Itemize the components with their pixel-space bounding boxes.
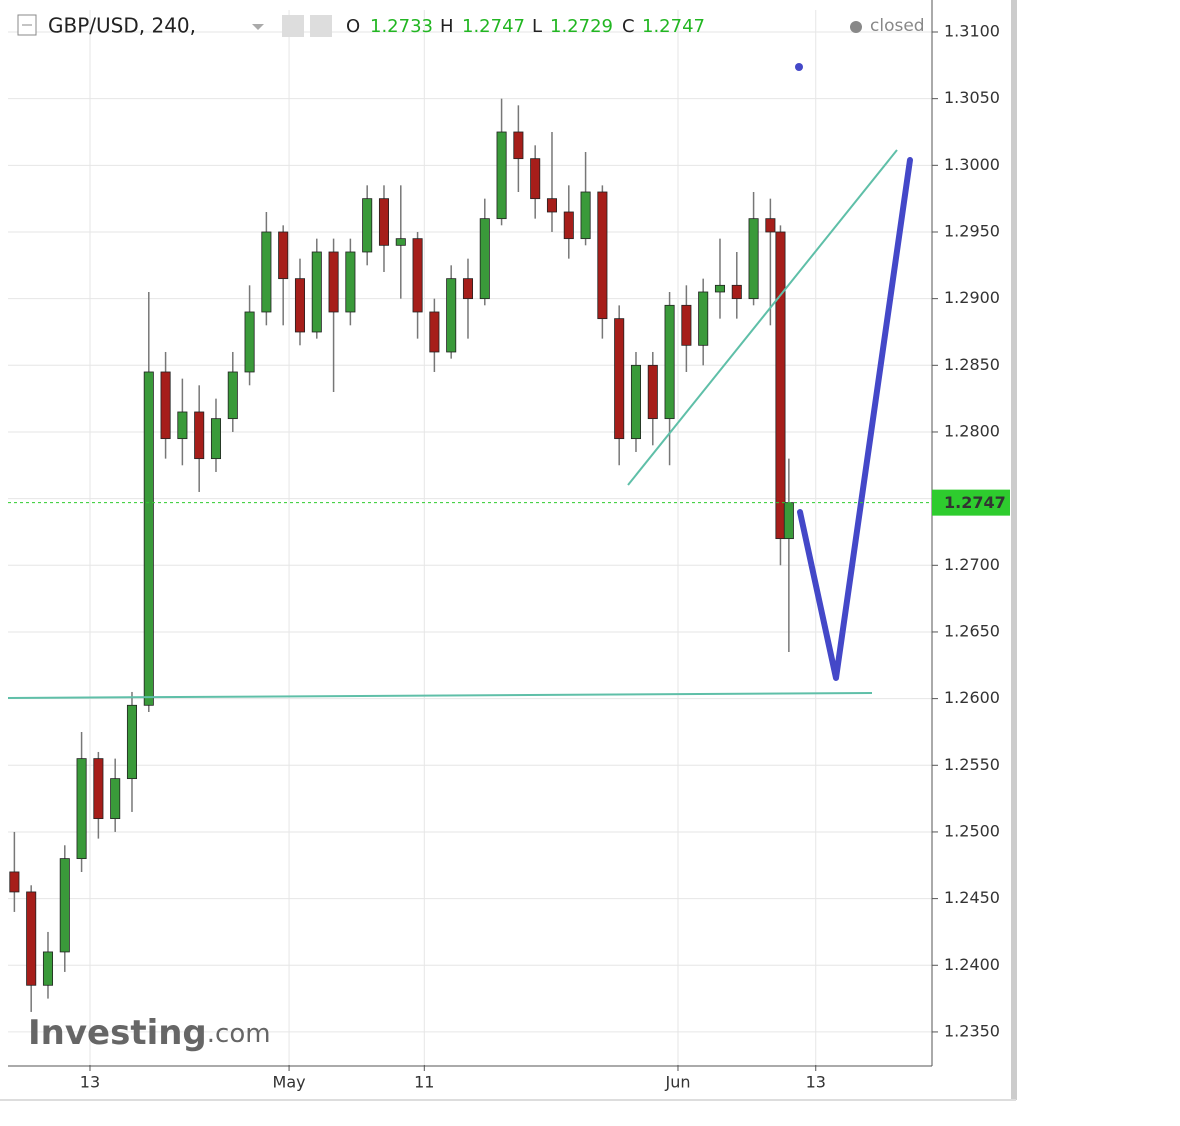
candle-body	[311, 251, 322, 333]
candle-body	[429, 311, 440, 353]
y-tick-label: 1.2900	[944, 288, 1000, 307]
watermark: Investing.com	[28, 1013, 271, 1053]
trend-line	[627, 149, 898, 486]
candle-body	[783, 502, 794, 540]
candle-body	[496, 131, 507, 220]
candle-body	[328, 251, 339, 313]
candle-body	[446, 278, 457, 353]
candle-body	[278, 231, 289, 280]
candle-body	[714, 284, 726, 293]
ohlc-value: 1.2747	[462, 16, 525, 37]
y-tick-label: 1.2600	[944, 688, 1000, 707]
symbol-title: GBP/USD, 240,	[48, 14, 196, 38]
annotation-dot	[795, 63, 803, 71]
candle-body	[462, 278, 474, 300]
candle-body	[378, 198, 390, 246]
x-tick-label: 11	[414, 1073, 434, 1092]
y-tick-label: 1.2950	[944, 221, 1000, 240]
candle-body	[597, 191, 608, 320]
y-tick-label: 1.2550	[944, 755, 1000, 774]
x-tick-label: May	[273, 1073, 306, 1092]
ohlc-value: 1.2747	[642, 16, 705, 37]
candle-body	[9, 871, 20, 893]
y-tick-label: 1.2650	[944, 621, 1000, 640]
y-tick-label: 1.3050	[944, 88, 1000, 107]
ohlc-label: L	[532, 16, 542, 37]
candle-body	[748, 218, 759, 300]
ohlc-label: C	[622, 16, 635, 37]
candles	[9, 98, 794, 1012]
ohlc-label: H	[440, 16, 454, 37]
candle-body	[345, 251, 356, 313]
y-tick-label: 1.2350	[944, 1021, 1000, 1040]
candle-body	[630, 364, 642, 440]
candle-body	[681, 304, 692, 346]
candle-body	[775, 231, 786, 540]
ohlc-value: 1.2733	[370, 16, 433, 37]
forecast-path	[797, 157, 913, 681]
candle-body	[530, 158, 541, 200]
candle-body	[647, 364, 658, 420]
candle-body	[26, 891, 37, 986]
candle-body	[110, 778, 121, 820]
candle-body	[580, 191, 591, 240]
y-tick-label: 1.2850	[944, 355, 1000, 374]
ohlc-value: 1.2729	[550, 16, 613, 37]
candle-body	[177, 411, 188, 440]
candle-body	[261, 231, 272, 313]
candle-body	[194, 411, 205, 460]
candle-body	[93, 758, 104, 820]
y-tick-label: 1.2500	[944, 821, 1000, 840]
last-price-label: 1.2747	[944, 493, 1006, 512]
dropdown-icon[interactable]	[252, 24, 264, 30]
candle-body	[59, 858, 70, 953]
x-tick-label: 13	[806, 1073, 826, 1092]
y-tick-label: 1.2700	[944, 555, 1000, 574]
x-tick-label: Jun	[664, 1073, 690, 1092]
candle-body	[294, 278, 306, 333]
support-line	[7, 692, 873, 699]
candle-body	[244, 311, 255, 373]
candle-body	[395, 238, 406, 246]
candle-body	[664, 304, 675, 420]
candle-body	[412, 238, 423, 313]
candle-body	[42, 951, 54, 986]
candle-body	[143, 371, 154, 706]
candle-body	[513, 131, 524, 160]
y-tick-label: 1.2800	[944, 421, 1000, 440]
candle-body	[698, 291, 709, 346]
ticks: 1.2350 1.2400 1.2450 1.2500 1.2550 1.2600 1.26…	[8, 21, 1010, 1092]
y-tick-label: 1.2450	[944, 888, 1000, 907]
eye-icon[interactable]	[282, 15, 304, 37]
watermark-brand: Investing	[28, 1013, 207, 1053]
candle-body	[546, 198, 558, 213]
candle-body	[479, 218, 490, 300]
settings-icon[interactable]	[310, 15, 332, 37]
status: closed	[870, 16, 925, 36]
candle-body	[614, 318, 625, 440]
y-tick-label: 1.3100	[944, 21, 1000, 40]
candle-body	[126, 704, 138, 780]
ohlc-label: O	[346, 16, 360, 37]
y-tick-label: 1.2400	[944, 955, 1000, 974]
candle-body	[160, 371, 171, 440]
candle-body	[362, 198, 373, 253]
candle-body	[563, 211, 574, 240]
candle-body	[76, 758, 87, 860]
candle-body	[731, 284, 742, 300]
status-dot	[850, 21, 862, 33]
last-price-box	[932, 489, 1010, 516]
candle-body	[765, 218, 776, 233]
candle-body	[227, 371, 238, 420]
watermark-suffix: .com	[207, 1019, 271, 1049]
y-tick-label: 1.3000	[944, 155, 1000, 174]
x-tick-label: 13	[80, 1073, 100, 1092]
candle-body	[210, 418, 222, 460]
